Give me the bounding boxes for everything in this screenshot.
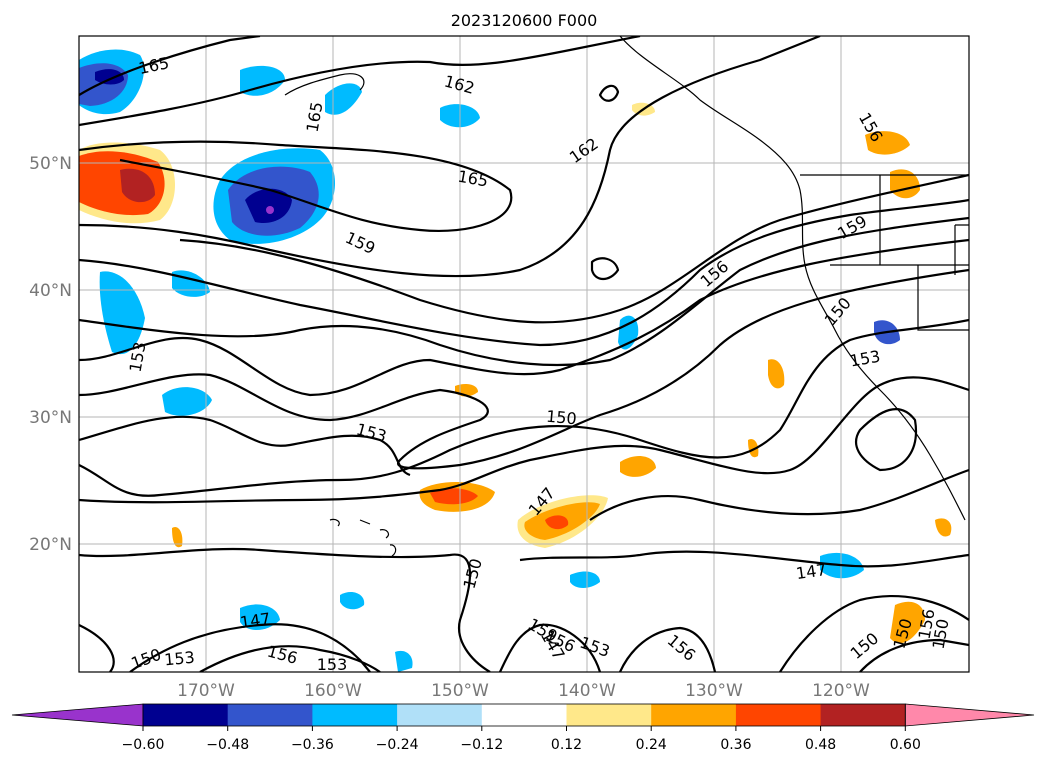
positive-anomaly-patch [430,488,478,505]
positive-anomaly-patch [768,359,785,389]
colorbar-tick-label: −0.36 [291,737,334,753]
colorbar-segment [481,704,567,726]
positive-anomaly-patch [120,168,155,203]
contour-label: 147 [795,560,828,583]
colorbar-tick-label: 0.12 [551,737,582,753]
negative-anomaly-patch [99,271,145,355]
colorbar-segment [820,704,906,726]
lon-label: 150°W [431,681,489,701]
negative-anomaly-patch [95,69,124,85]
colorbar-tick-label: 0.24 [636,737,667,753]
negative-anomaly-patch [325,83,362,115]
negative-anomaly-patch [240,65,285,96]
colorbar-extend-max [904,703,1035,727]
colorbar-segment [566,704,652,726]
lon-label: 140°W [558,681,616,701]
negative-anomaly-patch [245,188,292,224]
lat-label: 50°N [29,154,72,174]
negative-anomaly-patch [266,206,274,214]
negative-anomaly-patch [395,650,413,672]
lat-label: 30°N [29,408,72,428]
colorbar-tick-label: 0.36 [720,737,751,753]
lon-label: 120°W [812,681,870,701]
colorbar-tick-label: 0.48 [805,737,836,753]
colorbar-extend-min [11,703,144,727]
positive-anomaly-patch [890,601,925,644]
longitude-labels: 170°W 160°W 150°W 140°W 130°W 120°W [177,681,870,701]
map-layers [79,36,969,672]
positive-anomaly-patch [545,515,569,530]
contour-label: 150 [545,407,577,429]
positive-anomaly-patch [935,518,952,537]
colorbar-outline [142,703,906,727]
positive-anomaly-patch [748,438,759,458]
map-frame [78,35,970,673]
latitude-labels: 50°N 40°N 30°N 20°N [29,154,72,555]
colorbar-segment [143,704,229,726]
height-contours [79,36,969,672]
positive-anomaly-patch [172,526,183,548]
colorbar-segment [312,704,398,726]
lon-label: 170°W [177,681,235,701]
lat-label: 40°N [29,281,72,301]
lon-label: 130°W [685,681,743,701]
positive-anomaly-patch [865,131,910,155]
colorbar-tick-label: −0.48 [206,737,249,753]
lon-label: 160°W [304,681,362,701]
colorbar: −0.60 −0.48 −0.36 −0.24 −0.12 0.12 0.24 0.36 0.4… [11,703,1035,753]
figure-title: 2023120600 F000 [451,11,598,30]
colorbar-segment [735,704,822,726]
positive-anomaly-patch [620,456,656,477]
colorbar-tick-label: −0.24 [376,737,419,753]
colorbar-tick-label: 0.60 [890,737,921,753]
negative-anomaly-patch [570,571,600,588]
negative-anomaly-patch [162,387,212,416]
colorbar-segment [397,704,483,726]
colorbar-tick-label: −0.60 [122,737,165,753]
lat-label: 20°N [29,535,72,555]
contour-label: 147 [239,609,272,632]
colorbar-tick-label: −0.12 [460,737,503,753]
contour-label: 153 [163,648,195,670]
colorbar-segment [227,704,313,726]
contour-label: 153 [317,655,348,674]
coastlines [284,36,969,557]
negative-anomaly-patch [340,591,365,610]
colorbar-segment [651,704,737,726]
